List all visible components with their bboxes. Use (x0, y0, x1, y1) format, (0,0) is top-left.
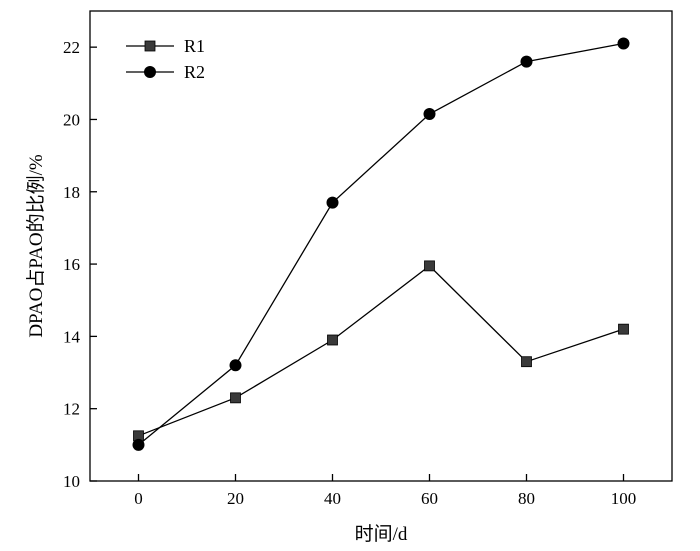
x-tick-label: 20 (227, 489, 244, 508)
y-tick-label: 16 (63, 255, 80, 274)
data-point-r2 (617, 37, 630, 50)
x-axis-title: 时间/d (355, 523, 408, 545)
legend-marker-r1 (144, 40, 156, 52)
x-tick-label: 80 (518, 489, 535, 508)
y-tick-label: 20 (63, 110, 80, 129)
data-point-r2 (423, 108, 436, 121)
y-tick-label: 12 (63, 400, 80, 419)
data-point-r2 (132, 438, 145, 451)
legend-label-r2: R2 (184, 62, 205, 82)
y-axis: 10 12 14 16 18 20 22 (63, 38, 97, 491)
x-tick-label: 60 (421, 489, 438, 508)
y-tick-label: 14 (63, 327, 81, 346)
x-tick-label: 0 (134, 489, 143, 508)
series-line-r2 (138, 42, 624, 446)
series-layer (132, 37, 630, 451)
x-tick-label: 100 (611, 489, 637, 508)
data-point-r2 (229, 359, 242, 372)
legend-marker-r2 (144, 66, 156, 78)
data-point-r1 (327, 334, 338, 346)
data-point-r1 (424, 260, 435, 272)
data-point-r1 (230, 392, 241, 404)
data-point-r2 (520, 55, 533, 68)
y-tick-label: 22 (63, 38, 80, 57)
data-point-r2 (326, 196, 339, 209)
y-tick-label: 18 (63, 183, 80, 202)
y-axis-title: DPAO占PAO的比例/% (25, 154, 47, 338)
data-point-r1 (618, 323, 629, 335)
plot-frame (89, 10, 673, 482)
legend-label-r1: R1 (184, 36, 205, 56)
y-tick-label: 10 (63, 472, 80, 491)
series-line-r1 (138, 265, 624, 437)
data-point-r1 (521, 356, 532, 368)
x-tick-label: 40 (324, 489, 341, 508)
x-axis: 0 20 40 60 80 100 (134, 474, 636, 508)
